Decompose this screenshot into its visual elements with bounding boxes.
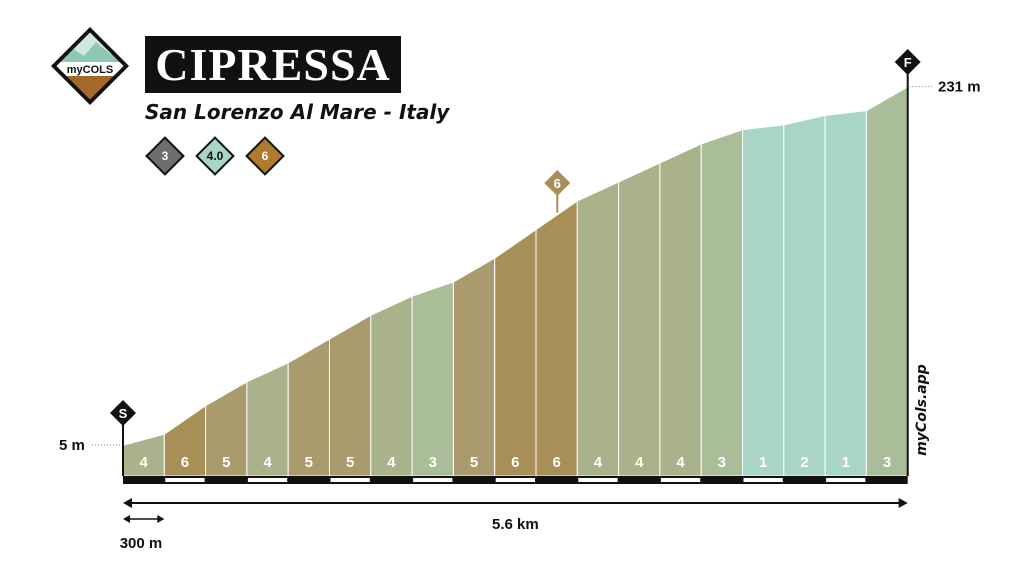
profile-outline xyxy=(122,85,909,446)
segment-gradient-label: 5 xyxy=(222,454,230,471)
climb-location: San Lorenzo Al Mare - Italy xyxy=(145,100,450,124)
gradient-segment xyxy=(370,295,413,477)
finish-elevation-label: 231 m xyxy=(938,79,981,96)
segment-gradient-label: 1 xyxy=(842,454,850,471)
start-marker-diamond xyxy=(110,400,136,426)
finish-marker-diamond xyxy=(894,49,921,75)
segment-gradient-label: 3 xyxy=(718,454,726,471)
gradient-segment xyxy=(452,256,496,477)
mycols-logo: myCOLS xyxy=(50,26,130,106)
gradient-segment xyxy=(329,314,372,477)
scale-bar-tick xyxy=(247,478,288,482)
scale-bar-tick xyxy=(660,478,701,482)
gradient-segment xyxy=(742,124,785,477)
max-gradient-marker-label: 6 xyxy=(554,176,561,191)
segment-gradient-label: 4 xyxy=(676,454,685,471)
average-gradient-badge: 4.0 xyxy=(195,136,235,176)
segment-gradient-label: 4 xyxy=(594,454,603,471)
distance-arrow-right-head xyxy=(898,498,908,508)
start-marker-label: S xyxy=(119,406,128,421)
difficulty-value: 3 xyxy=(161,149,169,163)
segment-gradient-label: 5 xyxy=(305,454,313,471)
gradient-segment xyxy=(535,199,578,477)
max-gradient-value: 6 xyxy=(261,149,269,163)
total-distance-arrow xyxy=(123,498,908,508)
scale-bar-tick xyxy=(165,478,205,482)
gradient-segment xyxy=(865,85,909,477)
scale-bar-tick xyxy=(330,478,370,482)
segment-gradient-label: 5 xyxy=(346,454,354,471)
gradient-segment xyxy=(494,228,537,477)
gradient-segment xyxy=(659,142,702,477)
gradient-segment xyxy=(618,161,661,477)
brand-watermark: myCols.app xyxy=(914,364,930,456)
distance-arrow-left-head xyxy=(123,498,132,508)
scale-bar-tick xyxy=(413,478,453,482)
segment-gradient-label: 6 xyxy=(181,454,189,471)
gradient-segment xyxy=(576,180,620,477)
scale-bar-tick xyxy=(578,478,618,482)
max-gradient-badge: 6 xyxy=(245,136,285,176)
scale-bar-tick xyxy=(826,478,866,482)
segment-gradient-label: 4 xyxy=(139,454,148,471)
segment-gradient-label: 4 xyxy=(387,454,396,471)
segment-gradient-label: 2 xyxy=(800,454,808,471)
average-gradient-value: 4.0 xyxy=(206,149,224,163)
segment-gradient-label: 4 xyxy=(635,454,644,471)
segment-length-label: 300 m xyxy=(120,535,163,552)
gradient-segment xyxy=(824,109,867,477)
segment-gradient-label: 6 xyxy=(511,454,519,471)
segment-gradient-label: 6 xyxy=(552,454,560,471)
segment-gradient-label: 4 xyxy=(263,454,272,471)
finish-marker: F xyxy=(894,49,921,75)
climb-title: CIPRESSA xyxy=(145,36,401,93)
segment-length-arrow xyxy=(123,515,165,523)
total-distance-label: 5.6 km xyxy=(492,516,539,533)
segment-gradient-label: 1 xyxy=(759,454,767,471)
gradient-segment xyxy=(411,280,454,477)
difficulty-badge: 3 xyxy=(145,136,185,176)
segment-arrow-left-head xyxy=(123,515,130,523)
scale-bar-tick xyxy=(495,478,535,482)
finish-marker-label: F xyxy=(904,55,912,70)
mountain-logo-icon: myCOLS xyxy=(51,27,129,105)
scale-bar-tick xyxy=(743,478,783,482)
segment-gradient-label: 5 xyxy=(470,454,478,471)
logo-text: myCOLS xyxy=(67,64,113,76)
segment-gradient-label: 3 xyxy=(429,454,437,471)
distance-scale-bar xyxy=(123,476,908,484)
segment-arrow-right-head xyxy=(157,515,165,523)
gradient-segment xyxy=(700,128,743,477)
profile-segments: 4 6 5 4 5 5 4 3 5 6 6 4 4 4 3 1 2 1 3 xyxy=(122,85,909,477)
start-marker: S xyxy=(110,400,136,426)
segment-gradient-label: 3 xyxy=(883,454,891,471)
gradient-segment xyxy=(783,114,826,477)
max-gradient-marker-diamond xyxy=(544,170,571,196)
start-elevation-label: 5 m xyxy=(59,437,85,454)
max-gradient-marker: 6 xyxy=(544,170,571,196)
